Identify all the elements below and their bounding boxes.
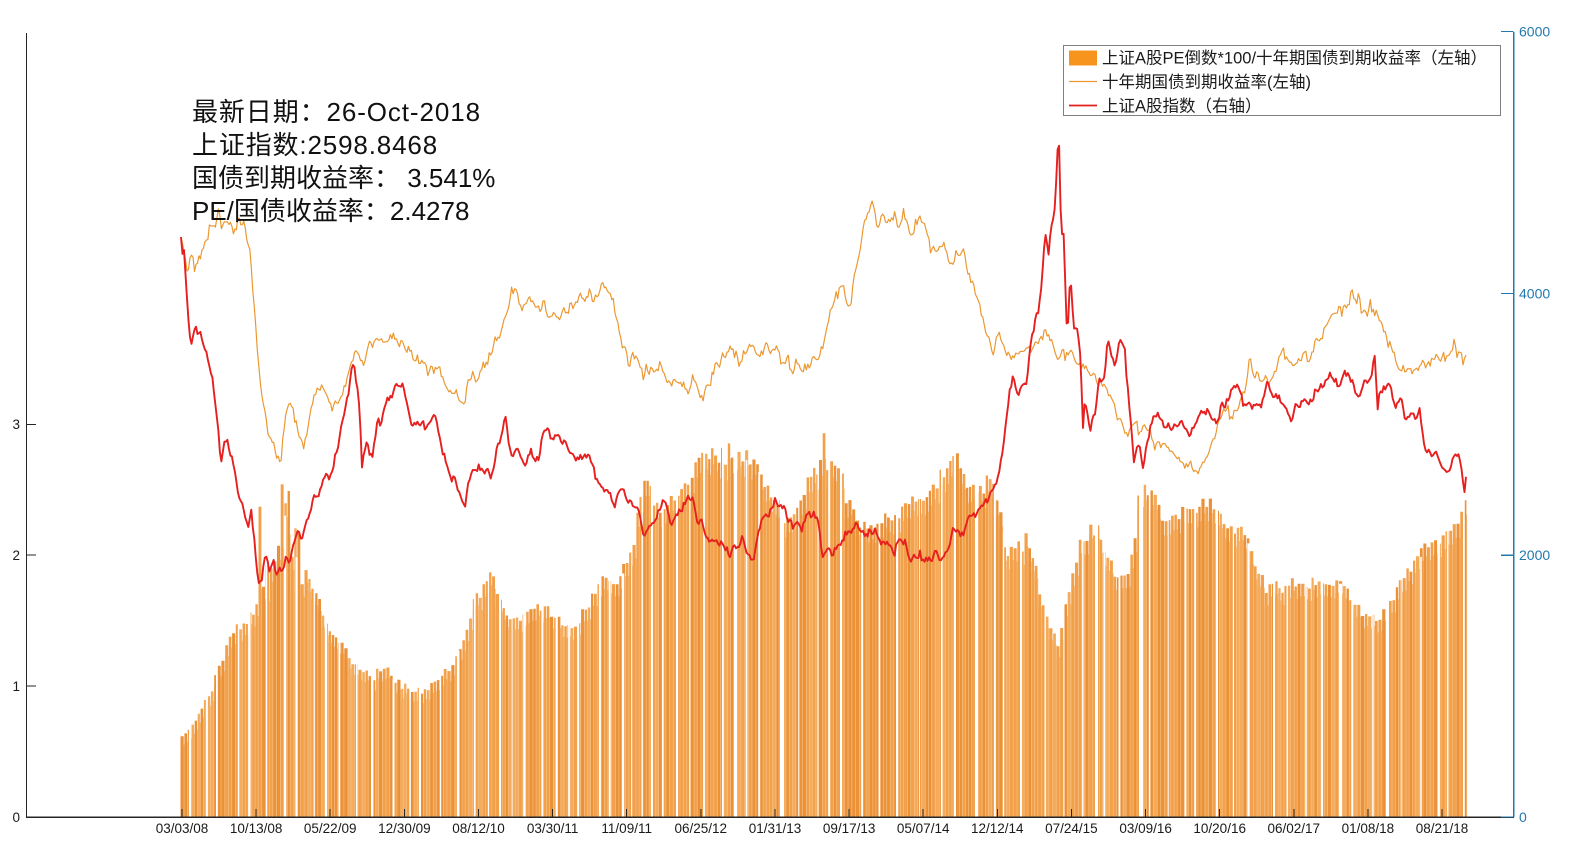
svg-text:06/02/17: 06/02/17 [1268, 821, 1321, 836]
svg-text:2: 2 [12, 548, 20, 563]
svg-text:05/07/14: 05/07/14 [897, 821, 950, 836]
svg-text:07/24/15: 07/24/15 [1045, 821, 1098, 836]
svg-text:03/03/08: 03/03/08 [156, 821, 209, 836]
svg-text:最新日期：26-Oct-2018: 最新日期：26-Oct-2018 [192, 97, 481, 127]
svg-text:1: 1 [12, 679, 20, 694]
svg-text:11/09/11: 11/09/11 [601, 821, 652, 836]
svg-text:01/31/13: 01/31/13 [749, 821, 802, 836]
svg-text:PE/国债收益率：2.4278: PE/国债收益率：2.4278 [192, 196, 469, 226]
svg-text:0: 0 [12, 810, 20, 825]
svg-text:上证指数:2598.8468: 上证指数:2598.8468 [192, 130, 438, 160]
svg-text:6000: 6000 [1519, 24, 1550, 40]
svg-text:09/17/13: 09/17/13 [823, 821, 876, 836]
svg-text:05/22/09: 05/22/09 [304, 821, 357, 836]
svg-text:3: 3 [12, 417, 20, 432]
svg-text:03/30/11: 03/30/11 [527, 821, 579, 836]
svg-text:03/09/16: 03/09/16 [1119, 821, 1172, 836]
svg-text:08/21/18: 08/21/18 [1416, 821, 1469, 836]
svg-text:01/08/18: 01/08/18 [1342, 821, 1395, 836]
svg-text:06/25/12: 06/25/12 [675, 821, 728, 836]
svg-text:08/12/10: 08/12/10 [452, 821, 505, 836]
svg-text:十年期国债到期收益率(左轴): 十年期国债到期收益率(左轴) [1102, 73, 1311, 92]
svg-text:12/30/09: 12/30/09 [378, 821, 431, 836]
svg-text:国债到期收益率： 3.541%: 国债到期收益率： 3.541% [192, 163, 495, 193]
svg-text:10/13/08: 10/13/08 [230, 821, 283, 836]
svg-text:10/20/16: 10/20/16 [1193, 821, 1246, 836]
svg-text:0: 0 [1519, 809, 1527, 825]
svg-text:上证A股PE倒数*100/十年期国债到期收益率（左轴）: 上证A股PE倒数*100/十年期国债到期收益率（左轴） [1102, 49, 1487, 68]
svg-text:4000: 4000 [1519, 285, 1550, 301]
svg-text:上证A股指数（右轴）: 上证A股指数（右轴） [1102, 97, 1262, 116]
svg-text:2000: 2000 [1519, 547, 1550, 563]
svg-text:12/12/14: 12/12/14 [971, 821, 1024, 836]
